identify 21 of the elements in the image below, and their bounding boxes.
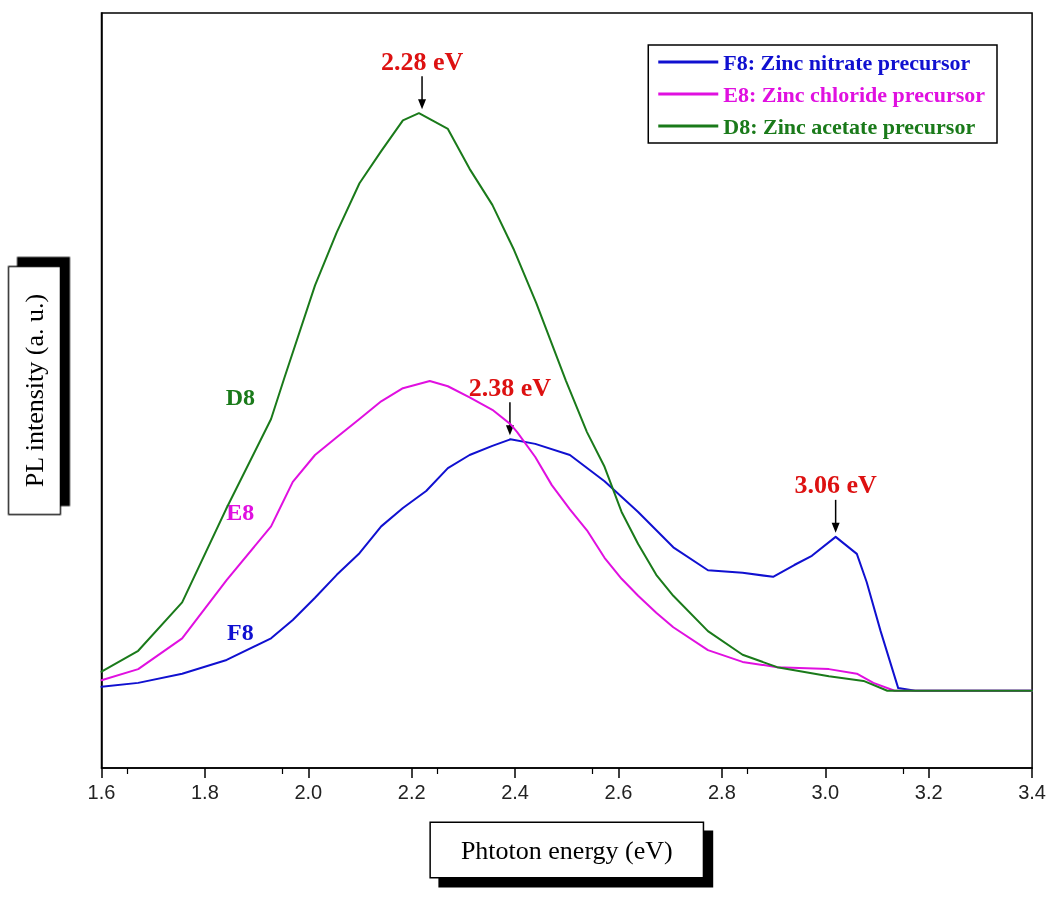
annotation: 2.38 eV xyxy=(468,372,552,402)
annotation: 2.28 eV xyxy=(380,46,464,76)
x-tick-label: 1.8 xyxy=(190,781,219,803)
x-tick-label: 2.2 xyxy=(397,781,426,803)
x-tick-label: 3.4 xyxy=(1018,781,1046,803)
x-tick-label: 3.0 xyxy=(811,781,840,803)
x-tick-label: 1.6 xyxy=(87,781,116,803)
legend-label: E8: Zinc chloride precursor xyxy=(723,81,986,107)
x-axis-title: Phtoton energy (eV) xyxy=(460,835,673,865)
y-axis-title: PL intensity (a. u.) xyxy=(20,293,49,488)
x-tick-label: 2.6 xyxy=(604,781,633,803)
annotation: F8 xyxy=(226,619,254,646)
x-tick-label: 2.8 xyxy=(707,781,736,803)
legend-label: F8: Zinc nitrate precursor xyxy=(723,49,971,75)
x-tick-label: 2.4 xyxy=(501,781,530,803)
legend-label: D8: Zinc acetate precursor xyxy=(723,113,976,139)
annotation: E8 xyxy=(226,498,255,525)
x-tick-label: 3.2 xyxy=(914,781,943,803)
annotation: 3.06 eV xyxy=(794,470,878,500)
x-tick-label: 2.0 xyxy=(294,781,323,803)
annotation: D8 xyxy=(225,383,255,410)
